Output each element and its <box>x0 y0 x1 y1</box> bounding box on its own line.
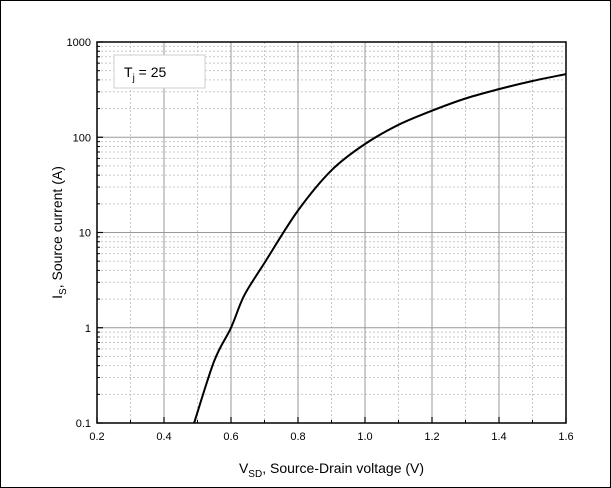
y-tick-label: 0.1 <box>76 418 91 430</box>
legend-value: = 25 <box>135 64 167 80</box>
x-axis-subscript: SD <box>248 469 262 480</box>
x-tick-label: 0.6 <box>223 431 238 443</box>
x-axis-symbol: V <box>239 460 249 476</box>
axis-ticks <box>96 41 567 424</box>
x-tick-label: 1.6 <box>558 431 573 443</box>
y-tick-label: 10 <box>79 228 91 240</box>
y-axis-label: IS, Source current (A) <box>49 166 69 299</box>
legend-frame <box>113 54 206 89</box>
x-tick-label: 1.2 <box>424 431 439 443</box>
x-tick-label: 1.0 <box>357 431 372 443</box>
legend-subscript: j <box>132 73 135 84</box>
y-axis-symbol: I <box>49 295 65 299</box>
x-tick-labels: 0.2 0.4 0.6 0.8 1.0 1.2 1.4 1.6 <box>89 431 573 443</box>
x-tick-label: 0.8 <box>290 431 305 443</box>
y-tick-label: 100 <box>73 132 91 144</box>
y-tick-label: 1000 <box>67 37 91 49</box>
legend-text: Tj = 25 <box>124 64 167 84</box>
y-tick-label: 1 <box>85 323 91 335</box>
x-axis-label: VSD, Source-Drain voltage (V) <box>239 460 424 480</box>
x-axis-text: , Source-Drain voltage (V) <box>262 460 424 476</box>
source-current-curve <box>193 73 567 424</box>
legend-symbol: T <box>124 64 133 80</box>
x-tick-label: 0.2 <box>89 431 104 443</box>
y-tick-labels: 0.1 1 10 100 1000 <box>67 37 91 430</box>
minor-grid <box>97 42 566 423</box>
x-tick-label: 0.4 <box>156 431 171 443</box>
major-grid <box>97 42 566 423</box>
y-axis-subscript: S <box>58 288 69 295</box>
y-axis-text: , Source current (A) <box>49 166 65 288</box>
x-tick-label: 1.4 <box>491 431 506 443</box>
legend-box: Tj = 25 <box>113 54 206 89</box>
